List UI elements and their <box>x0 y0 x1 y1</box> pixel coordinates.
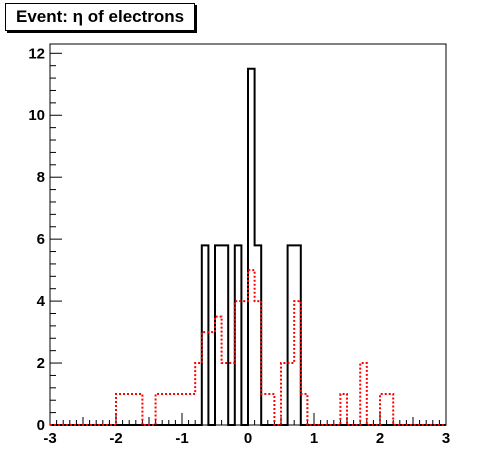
y-tick-label: 0 <box>37 417 45 434</box>
x-tick-label: 0 <box>244 430 252 447</box>
x-tick-label: 1 <box>310 430 318 447</box>
y-tick-label: 10 <box>28 107 45 124</box>
x-tick-label: -2 <box>109 430 122 447</box>
y-tick-label: 8 <box>37 169 45 186</box>
histogram-series-2 <box>50 269 446 426</box>
x-tick-label: -3 <box>43 430 56 447</box>
y-tick-label: 12 <box>28 45 45 62</box>
x-tick-label: 3 <box>442 430 450 447</box>
chart-title: Event: η of electrons <box>5 3 196 31</box>
y-tick-label: 2 <box>37 355 45 372</box>
y-tick-label: 4 <box>37 293 46 310</box>
y-tick-label: 6 <box>37 231 45 248</box>
histogram-series-1 <box>50 67 446 426</box>
x-tick-label: -1 <box>175 430 188 447</box>
x-tick-label: 2 <box>376 430 384 447</box>
